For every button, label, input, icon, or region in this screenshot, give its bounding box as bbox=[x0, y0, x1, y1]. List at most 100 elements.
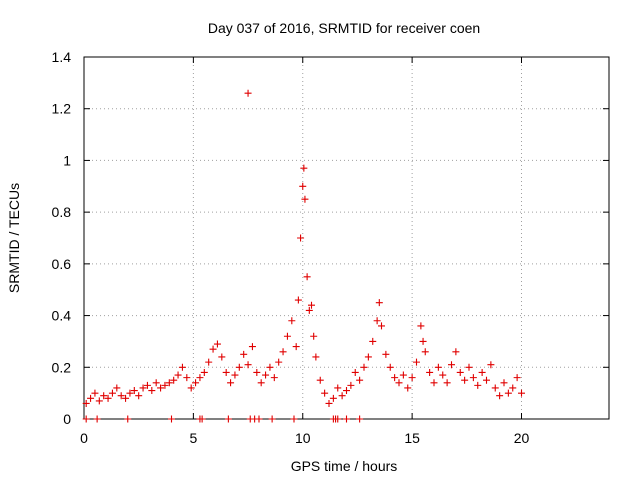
data-point bbox=[321, 389, 329, 397]
data-point bbox=[305, 306, 313, 314]
data-point bbox=[448, 361, 455, 369]
data-point bbox=[108, 389, 116, 397]
data-point bbox=[130, 387, 138, 395]
data-point bbox=[248, 343, 256, 351]
data-point bbox=[165, 379, 173, 387]
data-point bbox=[283, 332, 291, 340]
data-point bbox=[148, 387, 156, 395]
y-tick-label: 0 bbox=[63, 411, 71, 427]
data-point bbox=[126, 389, 134, 397]
data-point bbox=[235, 363, 243, 371]
grid-layer bbox=[84, 57, 609, 419]
x-tick-label: 15 bbox=[404, 430, 420, 446]
data-point bbox=[290, 415, 298, 423]
data-point bbox=[266, 363, 274, 371]
data-points bbox=[82, 89, 525, 423]
data-point bbox=[300, 164, 308, 172]
data-point bbox=[299, 182, 307, 190]
data-point bbox=[386, 363, 394, 371]
data-point bbox=[91, 389, 99, 397]
data-point bbox=[474, 381, 482, 389]
data-point bbox=[408, 374, 416, 382]
data-point bbox=[382, 350, 390, 358]
data-point bbox=[491, 384, 499, 392]
data-point bbox=[378, 322, 385, 330]
y-tick-label: 0.6 bbox=[52, 256, 72, 272]
y-tick-label: 0.2 bbox=[52, 359, 72, 375]
x-axis-label: GPS time / hours bbox=[291, 458, 398, 474]
data-point bbox=[360, 363, 368, 371]
data-point bbox=[288, 317, 296, 325]
data-point bbox=[100, 392, 108, 400]
data-point bbox=[504, 389, 512, 397]
data-point bbox=[487, 361, 495, 369]
data-point bbox=[161, 381, 169, 389]
data-point bbox=[104, 394, 112, 402]
data-point bbox=[343, 387, 350, 395]
data-point bbox=[310, 332, 318, 340]
data-point bbox=[303, 273, 311, 281]
data-point bbox=[509, 384, 517, 392]
data-point bbox=[308, 301, 315, 309]
data-point bbox=[170, 376, 178, 384]
data-point bbox=[262, 371, 270, 379]
data-point bbox=[356, 376, 364, 384]
tick-layer: 0 5 10 15 20 0 0.2 0.4 0.6 0.8 1 1.2 1.4 bbox=[52, 49, 609, 446]
data-point bbox=[143, 381, 151, 389]
data-point bbox=[113, 384, 121, 392]
data-point bbox=[231, 371, 239, 379]
data-point bbox=[183, 374, 191, 382]
data-point bbox=[478, 368, 486, 376]
data-point bbox=[439, 371, 447, 379]
data-point bbox=[224, 415, 232, 423]
data-point bbox=[347, 381, 355, 389]
data-point bbox=[513, 374, 521, 382]
data-point bbox=[369, 337, 377, 345]
data-point bbox=[279, 348, 287, 356]
data-point bbox=[430, 379, 438, 387]
y-tick-label: 1.2 bbox=[52, 101, 72, 117]
data-point bbox=[399, 371, 407, 379]
data-point bbox=[93, 415, 101, 423]
data-point bbox=[483, 376, 490, 384]
data-point bbox=[426, 368, 434, 376]
data-point bbox=[469, 374, 477, 382]
data-point bbox=[461, 376, 469, 384]
data-point bbox=[178, 363, 186, 371]
data-point bbox=[404, 384, 412, 392]
data-point bbox=[334, 415, 342, 423]
data-point bbox=[413, 358, 420, 366]
data-point bbox=[174, 371, 182, 379]
data-point bbox=[373, 317, 381, 325]
data-point bbox=[253, 368, 261, 376]
data-point bbox=[292, 343, 300, 351]
data-point bbox=[434, 363, 442, 371]
y-tick-label: 0.8 bbox=[52, 204, 72, 220]
x-tick-label: 10 bbox=[295, 430, 311, 446]
data-point bbox=[187, 384, 195, 392]
data-point bbox=[196, 374, 204, 382]
data-point bbox=[152, 379, 160, 387]
data-point bbox=[168, 415, 175, 423]
data-point bbox=[500, 379, 508, 387]
data-point bbox=[255, 415, 263, 423]
data-point bbox=[257, 379, 265, 387]
data-point bbox=[421, 348, 429, 356]
plot-frame bbox=[83, 56, 610, 420]
data-point bbox=[205, 358, 213, 366]
data-point bbox=[351, 368, 359, 376]
data-point bbox=[244, 89, 252, 97]
data-point bbox=[124, 415, 132, 423]
data-point bbox=[87, 394, 95, 402]
data-point bbox=[452, 348, 460, 356]
data-point bbox=[364, 353, 372, 361]
data-point bbox=[227, 379, 235, 387]
data-point bbox=[200, 368, 208, 376]
data-point bbox=[395, 379, 403, 387]
data-point bbox=[157, 384, 165, 392]
data-point bbox=[122, 394, 130, 402]
data-point bbox=[329, 394, 337, 402]
data-point bbox=[244, 361, 252, 369]
y-tick-label: 1.4 bbox=[52, 49, 72, 65]
data-point bbox=[222, 368, 230, 376]
